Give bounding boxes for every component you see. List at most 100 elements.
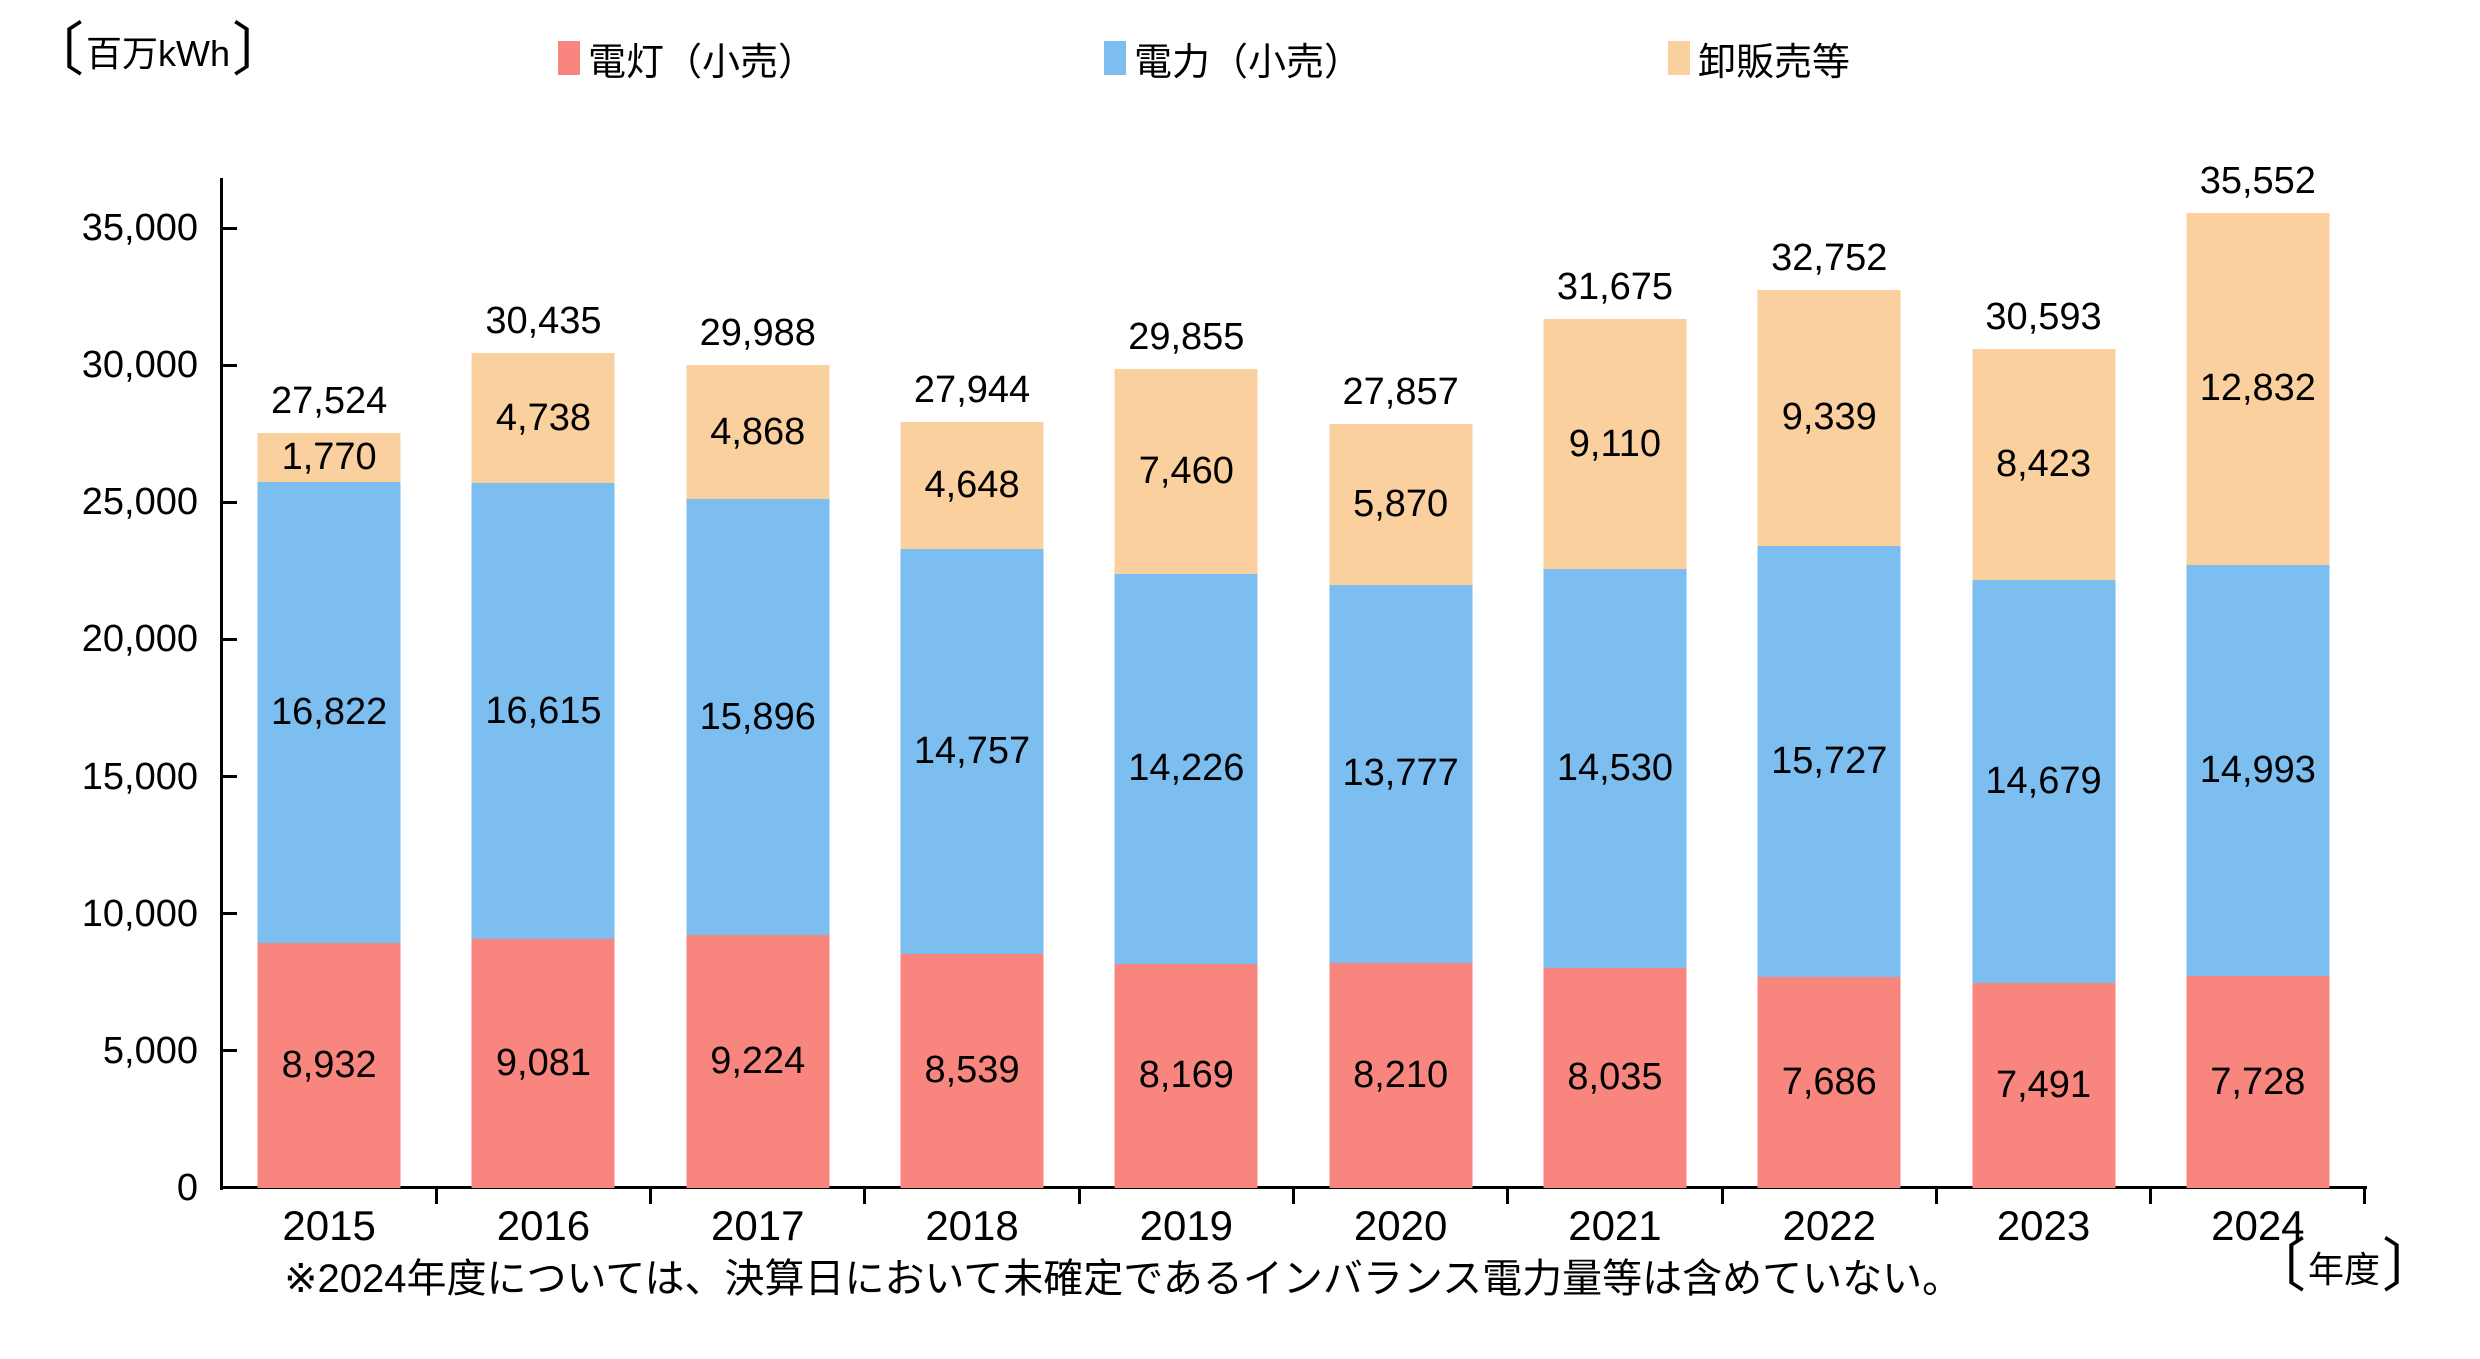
bar-segment-value: 13,777 xyxy=(1342,752,1459,795)
y-axis-tick-label: 20,000 xyxy=(81,618,198,661)
bar-total-label: 30,593 xyxy=(1985,295,2102,338)
x-axis-tick xyxy=(2363,1188,2367,1204)
bar-segment: 16,822 xyxy=(257,481,401,944)
y-axis-tick xyxy=(222,1049,237,1053)
bar-total-label: 35,552 xyxy=(2199,159,2316,202)
bar-segment-value: 14,757 xyxy=(913,729,1031,772)
bar-segment-value: 7,460 xyxy=(1138,449,1234,492)
stacked-bar-2017: 9,224 15,896 4,868 xyxy=(686,365,830,1188)
x-axis-tick xyxy=(863,1188,867,1204)
bar-segment-value: 16,822 xyxy=(271,690,388,733)
bar-segment-value: 12,832 xyxy=(2199,367,2316,410)
bar-segment: 13,777 xyxy=(1329,584,1473,963)
y-axis-tick-label: 35,000 xyxy=(81,207,198,249)
x-axis-line xyxy=(220,1186,2367,1189)
bar-segment: 8,932 xyxy=(257,943,401,1188)
bar-slot-2024: 7,728 14,993 12,832 35,552 2024 xyxy=(2151,160,2367,1249)
stacked-bar-2020: 8,210 13,777 5,870 xyxy=(1329,423,1473,1188)
bar-segment: 14,530 xyxy=(1543,569,1687,968)
stacked-bar-2018: 8,539 14,757 4,648 xyxy=(900,421,1044,1188)
bar-segment-value: 15,727 xyxy=(1771,740,1888,782)
bar-total-label: 31,675 xyxy=(1556,266,1674,309)
bar-total-label: 32,752 xyxy=(1771,236,1888,279)
bar-segment: 14,679 xyxy=(1972,579,2116,983)
y-axis-unit-label: 〔 百万kWh 〕 xyxy=(26,22,290,80)
x-axis-category-label: 2023 xyxy=(1996,1202,2091,1249)
bar-segment: 16,615 xyxy=(471,483,615,939)
bar-slot-2016: 9,081 16,615 4,738 30,435 2016 xyxy=(436,180,653,1249)
x-axis-unit-text: 年度 xyxy=(2308,1249,2381,1290)
bar-total-label: 29,855 xyxy=(1128,316,1245,359)
x-axis-category-label: 2016 xyxy=(496,1202,591,1249)
x-axis-tick xyxy=(1077,1188,1081,1204)
x-axis-category-label: 2024 xyxy=(2211,1202,2305,1249)
bar-segment-value: 15,896 xyxy=(699,695,816,738)
y-axis-tick-label: 10,000 xyxy=(81,892,198,935)
y-axis-tick xyxy=(222,912,237,916)
bar-total-label: 30,435 xyxy=(485,300,602,343)
bar-segment: 14,757 xyxy=(900,549,1044,954)
bar-total-label: 27,857 xyxy=(1342,370,1459,413)
bar-segment: 9,224 xyxy=(686,935,830,1188)
bar-segment: 9,339 xyxy=(1757,289,1901,546)
y-axis-tick-label: 25,000 xyxy=(81,481,198,524)
bar-segment-value: 5,870 xyxy=(1353,482,1449,525)
bar-segment-value: 7,491 xyxy=(1995,1063,2092,1106)
stacked-bar-2024: 7,728 14,993 12,832 xyxy=(2186,212,2330,1188)
bar-segment: 8,035 xyxy=(1543,967,1687,1188)
stacked-bar-2019: 8,169 14,226 7,460 xyxy=(1114,369,1258,1188)
bar-segment: 9,081 xyxy=(471,938,615,1188)
bar-segment: 14,993 xyxy=(2186,564,2330,977)
legend-label: 卸販売等 xyxy=(1698,41,1851,84)
bar-segment: 4,868 xyxy=(686,365,830,499)
legend-swatch-denryoku xyxy=(1104,41,1126,75)
stacked-bar-2022: 7,686 15,727 9,339 xyxy=(1757,289,1901,1188)
legend-label: 電灯（小売） xyxy=(588,41,817,84)
bar-total-label: 27,944 xyxy=(913,368,1031,411)
bar-segment-value: 9,081 xyxy=(495,1041,591,1084)
bar-segment-value: 8,169 xyxy=(1138,1054,1234,1097)
close-bracket: 〕 xyxy=(232,18,291,83)
x-axis-category-label: 2020 xyxy=(1353,1202,1448,1249)
y-axis-tick-label: 30,000 xyxy=(81,344,198,387)
bar-slot-2023: 7,491 14,679 8,423 30,593 2023 xyxy=(1936,180,2153,1249)
bar-segment-value: 4,868 xyxy=(710,410,806,453)
y-axis-tick xyxy=(222,637,237,641)
legend-item-denryoku-kouri: 電力（小売） xyxy=(1104,34,1362,84)
bar-segment-value: 8,932 xyxy=(281,1044,377,1086)
open-bracket: 〔 xyxy=(2248,1234,2307,1299)
bar-segment-value: 8,539 xyxy=(924,1049,1020,1092)
x-axis-category-label: 2019 xyxy=(1139,1202,1234,1249)
footnote: ※2024年度については、決算日において未確定であるインバランス電力量等は含めて… xyxy=(284,1257,1963,1301)
x-axis-tick xyxy=(2149,1188,2153,1204)
stacked-bar-2015: 8,932 16,822 1,770 xyxy=(257,433,401,1188)
bar-segment-value: 8,423 xyxy=(1995,442,2092,485)
bar-segment-value: 9,339 xyxy=(1781,396,1877,439)
bar-slot-2017: 9,224 15,896 4,868 29,988 2017 xyxy=(651,180,867,1249)
x-axis-tick xyxy=(1506,1188,1510,1204)
x-axis-unit-label: 〔 年度 〕 xyxy=(2248,1238,2440,1296)
legend-swatch-dentou xyxy=(558,41,580,75)
bar-segment: 14,226 xyxy=(1114,573,1258,964)
bar-slot-2021: 8,035 14,530 9,110 31,675 2021 xyxy=(1508,180,1724,1249)
bar-segment: 7,728 xyxy=(2186,976,2330,1188)
bar-segment-value: 14,530 xyxy=(1556,746,1674,789)
y-axis-unit-text: 百万kWh xyxy=(86,33,231,74)
y-axis-tick xyxy=(222,500,237,504)
x-axis-tick xyxy=(1291,1188,1295,1204)
stacked-bar-2023: 7,491 14,679 8,423 xyxy=(1972,348,2116,1188)
y-axis-line xyxy=(220,178,223,1190)
y-axis-tick xyxy=(222,363,237,367)
bar-segment: 7,491 xyxy=(1972,982,2116,1188)
bar-segment-value: 8,210 xyxy=(1353,1053,1449,1096)
bar-segment-value: 9,110 xyxy=(1568,422,1662,465)
bar-segment: 4,738 xyxy=(471,353,615,484)
bar-segment-value: 9,224 xyxy=(710,1040,806,1082)
y-axis-tick-label: 0 xyxy=(176,1167,198,1209)
x-axis-tick xyxy=(649,1188,653,1204)
bar-segment-value: 4,648 xyxy=(924,463,1020,506)
bar-slot-2019: 8,169 14,226 7,460 29,855 2019 xyxy=(1079,180,1295,1249)
x-axis-category-label: 2015 xyxy=(282,1202,376,1249)
bar-segment: 5,870 xyxy=(1329,423,1473,585)
